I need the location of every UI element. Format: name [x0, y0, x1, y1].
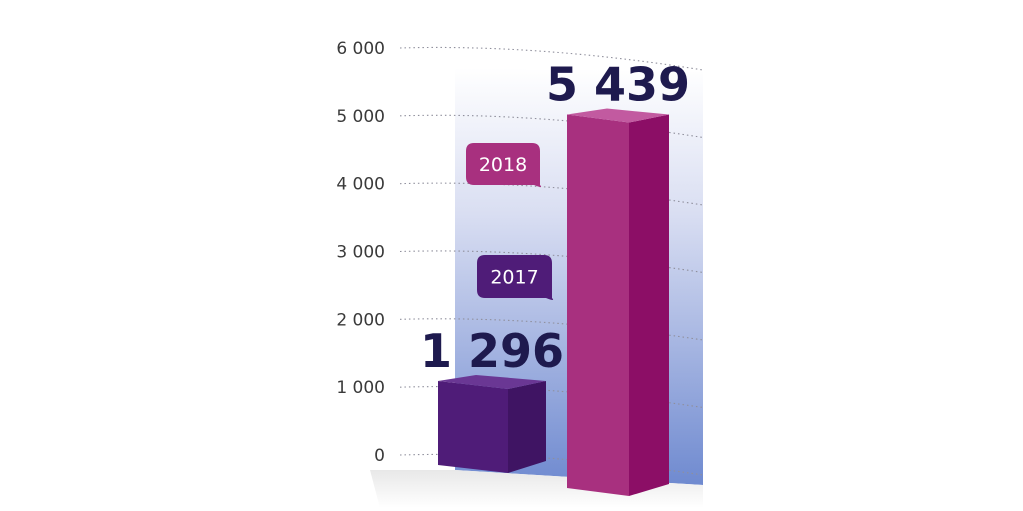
y-tick-label: 6 000 — [336, 39, 385, 59]
y-axis: 0 1 000 2 000 3 000 4 000 5 000 6 000 — [336, 39, 385, 466]
bubble-shape — [477, 255, 554, 300]
legend-bubble-2017: 2017 — [477, 255, 554, 300]
bars: 1 296 5 439 — [420, 58, 690, 496]
y-tick-label: 5 000 — [336, 107, 385, 127]
bar-front — [567, 114, 629, 496]
bar-front — [438, 380, 508, 473]
gridline — [399, 46, 704, 71]
bar-top — [438, 374, 546, 389]
bar-2018: 5 439 — [546, 58, 690, 496]
bar-side — [508, 380, 546, 473]
y-tick-label: 0 — [374, 446, 385, 466]
bar-side — [629, 114, 669, 496]
bar-top — [567, 108, 669, 123]
data-label: 5 439 — [546, 58, 690, 112]
y-tick-label: 4 000 — [336, 175, 385, 195]
data-label: 1 296 — [420, 324, 564, 378]
legend-label: 2017 — [490, 267, 538, 289]
legend-label: 2018 — [479, 154, 527, 176]
bubble-shape — [466, 143, 542, 187]
legend-bubble-2018: 2018 — [466, 143, 542, 187]
y-tick-label: 3 000 — [336, 243, 385, 263]
bar-2017: 1 296 — [420, 324, 564, 473]
y-tick-label: 2 000 — [336, 310, 385, 330]
legend-bubbles: 2018 2017 — [466, 143, 554, 300]
y-tick-label: 1 000 — [336, 378, 385, 398]
chart-floor — [370, 470, 703, 508]
